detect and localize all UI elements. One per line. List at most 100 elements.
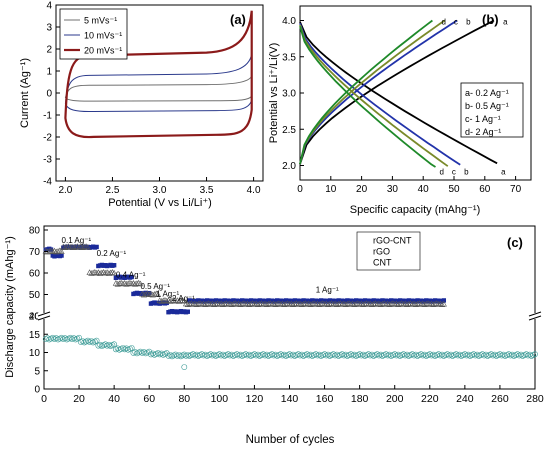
axis-break-marks bbox=[37, 311, 542, 321]
rgo-point bbox=[307, 301, 314, 307]
rgo-point bbox=[239, 300, 246, 307]
panel-c-ytick-label-upper: 40 bbox=[29, 312, 41, 323]
cnt-point bbox=[488, 351, 495, 358]
panel-a: 2.0 2.5 3.0 3.5 4.0 -4 -3 -2 -1 0 1 2 3 4 5 mVs⁻¹ 10 m… bbox=[19, 1, 264, 209]
rgo-point bbox=[61, 244, 69, 251]
rgo-point bbox=[267, 300, 274, 306]
cnt-point bbox=[295, 351, 302, 358]
rgo-point bbox=[316, 301, 323, 307]
panel-a-curves bbox=[64, 10, 253, 139]
rgo-point bbox=[284, 300, 291, 306]
panel-c-xtick-label: 0 bbox=[41, 393, 47, 405]
rgo-point bbox=[109, 269, 116, 275]
rgo-point bbox=[310, 300, 318, 306]
panel-b-charge-curve bbox=[299, 19, 433, 165]
panel-b-tag: (b) bbox=[482, 12, 499, 27]
rgo-point bbox=[321, 301, 328, 307]
cnt-point bbox=[383, 351, 389, 358]
rgo-cnt-point bbox=[441, 298, 447, 303]
cnt-point bbox=[453, 351, 459, 358]
panel-b-ytick-label: 4.0 bbox=[282, 16, 296, 27]
panel-c-ytick-label-lower: 0 bbox=[34, 385, 40, 396]
panel-b-ytick-label: 3.5 bbox=[282, 52, 296, 63]
rgo-point bbox=[372, 300, 379, 306]
rgo-point bbox=[193, 301, 200, 307]
cnt-point bbox=[67, 334, 74, 341]
panel-b-ytick-label: 2.5 bbox=[282, 125, 296, 136]
panel-a-tag: (a) bbox=[230, 12, 246, 27]
rgo-point bbox=[393, 300, 400, 307]
rgo-point bbox=[163, 297, 170, 304]
cnt-point bbox=[84, 337, 91, 344]
panel-a-ytick-label: 3 bbox=[46, 23, 52, 34]
rgo-point bbox=[188, 300, 195, 306]
panel-b-curve-tag-top: d bbox=[442, 18, 446, 27]
panel-c-xlabel: Number of cycles bbox=[246, 434, 335, 446]
rgo-point bbox=[365, 301, 372, 307]
rgo-point bbox=[177, 297, 184, 304]
rgo-point bbox=[410, 300, 418, 307]
rgo-point bbox=[342, 301, 349, 307]
cnt-point bbox=[356, 351, 363, 358]
cnt-point bbox=[409, 351, 416, 358]
rgo-point bbox=[363, 300, 370, 306]
rgo-point bbox=[147, 290, 155, 297]
rgo-point bbox=[293, 300, 300, 306]
rgo-point bbox=[277, 301, 284, 307]
rgo-point bbox=[97, 270, 104, 276]
cnt-point bbox=[93, 337, 100, 344]
rgo-point bbox=[395, 301, 402, 307]
panel-c: 0 20 40 60 80 100 120 140 160 180 200 220 240 260 2804… bbox=[4, 225, 544, 446]
rgo-point bbox=[191, 300, 198, 307]
panel-c-legend-label: rGO-CNT bbox=[373, 236, 412, 246]
rgo-point bbox=[105, 270, 112, 276]
panel-a-ticks: 2.0 2.5 3.0 3.5 4.0 -4 -3 -2 -1 0 1 2 3 4 bbox=[43, 1, 261, 197]
cnt-point bbox=[111, 341, 118, 348]
rgo-point bbox=[244, 300, 251, 307]
rgo-point bbox=[81, 243, 88, 250]
panel-a-ytick-label: -3 bbox=[43, 155, 52, 166]
panel-a-legend-label: 10 mVs⁻¹ bbox=[84, 31, 122, 41]
rgo-point bbox=[135, 279, 142, 286]
rgo-point bbox=[417, 301, 425, 307]
panel-b-xtick-label: 0 bbox=[297, 184, 303, 195]
rgo-point bbox=[196, 300, 204, 306]
rgo-point bbox=[149, 291, 156, 298]
panel-a-legend-label: 20 mVs⁻¹ bbox=[84, 46, 122, 56]
cnt-point bbox=[426, 351, 433, 358]
rgo-point bbox=[263, 301, 270, 307]
rgo-point bbox=[438, 301, 446, 307]
rgo-point bbox=[254, 301, 262, 307]
cnt-point bbox=[391, 351, 398, 358]
panel-c-ytick-label-upper: 60 bbox=[29, 269, 41, 280]
panel-c-legend-label: rGO bbox=[373, 247, 390, 257]
panel-c-ytick-label-upper: 50 bbox=[29, 290, 41, 301]
rgo-point bbox=[195, 300, 202, 307]
rgo-point bbox=[88, 270, 95, 276]
rgo-point bbox=[65, 243, 72, 249]
rgo-point bbox=[353, 300, 360, 307]
rgo-point bbox=[431, 300, 439, 307]
panel-c-legend-label: CNT bbox=[373, 258, 392, 268]
rgo-point bbox=[184, 301, 191, 307]
rgo-point bbox=[435, 301, 442, 307]
cnt-point bbox=[321, 351, 328, 358]
panel-c-xtick-label: 80 bbox=[178, 393, 190, 405]
cnt-point bbox=[304, 351, 310, 358]
cnt-point bbox=[181, 351, 188, 358]
rgo-point bbox=[60, 243, 67, 250]
rgo-point bbox=[240, 300, 248, 306]
rgo-point bbox=[351, 301, 358, 307]
rgo-point bbox=[203, 300, 211, 307]
rgo-point bbox=[111, 269, 118, 276]
rgo-point bbox=[140, 291, 148, 298]
rgo-point bbox=[89, 269, 97, 276]
rgo-point bbox=[339, 301, 346, 307]
cnt-point bbox=[374, 351, 381, 358]
rgo-point bbox=[58, 248, 65, 255]
rgo-point bbox=[104, 269, 111, 276]
rgo-point bbox=[100, 269, 107, 275]
rgo-point bbox=[132, 280, 139, 287]
panel-a-xtick-label: 3.0 bbox=[153, 185, 167, 196]
